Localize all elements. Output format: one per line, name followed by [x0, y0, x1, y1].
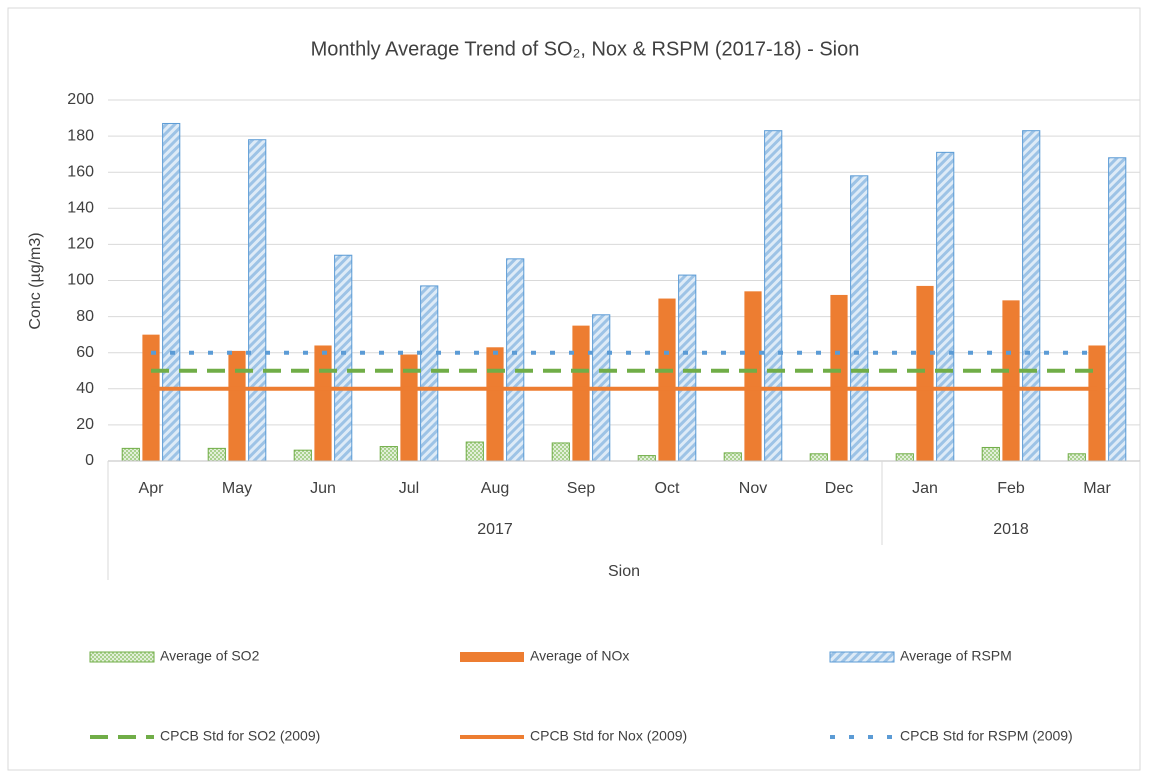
legend-label: Average of RSPM	[900, 648, 1012, 664]
bar	[207, 447, 226, 462]
x-tick-label: Dec	[825, 480, 853, 497]
bar	[248, 139, 267, 462]
y-tick-label: 180	[67, 127, 94, 144]
y-tick-label: 60	[76, 344, 94, 361]
legend-swatch	[460, 652, 524, 662]
x-group-label: 2018	[993, 521, 1029, 538]
x-tick-label: Apr	[139, 480, 165, 497]
bar	[981, 446, 1000, 462]
y-tick-label: 120	[67, 236, 94, 253]
y-axis-label: Conc (µg/m3)	[27, 232, 44, 329]
bar	[314, 345, 332, 461]
bar	[1002, 300, 1020, 461]
bar	[1088, 345, 1106, 461]
bar	[637, 455, 656, 462]
bar	[1108, 157, 1127, 462]
x-tick-label: Sep	[567, 480, 596, 497]
bar	[162, 122, 181, 462]
y-tick-label: 40	[76, 380, 94, 397]
x-tick-label: Nov	[739, 480, 767, 497]
x-outer-label: Sion	[608, 563, 640, 580]
bar	[830, 294, 848, 461]
legend-swatch	[829, 651, 895, 663]
y-tick-label: 140	[67, 200, 94, 217]
bar	[379, 446, 398, 462]
bar	[334, 254, 353, 462]
bar	[723, 452, 742, 462]
bar	[465, 441, 484, 462]
y-tick-label: 80	[76, 308, 94, 325]
chart-title: Monthly Average Trend of SO₂, Nox & RSPM…	[311, 38, 860, 60]
legend-label: CPCB Std for RSPM (2009)	[900, 728, 1073, 744]
x-tick-label: Jul	[399, 480, 419, 497]
x-tick-label: Mar	[1083, 480, 1111, 497]
legend-swatch	[89, 651, 155, 663]
bar	[764, 130, 783, 462]
x-tick-label: Feb	[997, 480, 1025, 497]
x-tick-label: Jun	[310, 480, 336, 497]
bar	[678, 274, 697, 462]
bar	[228, 350, 246, 461]
bar	[1022, 130, 1041, 462]
bar	[916, 285, 934, 461]
bar	[850, 175, 869, 462]
bar	[936, 151, 955, 462]
bar	[486, 347, 504, 461]
y-tick-label: 0	[85, 452, 94, 469]
bar	[744, 291, 762, 461]
bar	[121, 447, 140, 462]
bar	[1067, 453, 1086, 462]
bar	[400, 354, 418, 461]
bar	[420, 285, 439, 462]
x-tick-label: May	[222, 480, 252, 497]
legend-label: CPCB Std for Nox (2009)	[530, 728, 687, 744]
legend-label: CPCB Std for SO2 (2009)	[160, 728, 320, 744]
y-tick-label: 100	[67, 272, 94, 289]
legend-label: Average of NOx	[530, 648, 629, 664]
x-tick-label: Jan	[912, 480, 938, 497]
bar	[293, 449, 312, 462]
x-tick-label: Aug	[481, 480, 509, 497]
bar	[809, 453, 828, 462]
x-tick-label: Oct	[655, 480, 680, 497]
y-tick-label: 160	[67, 163, 94, 180]
x-group-label: 2017	[477, 521, 513, 538]
bar	[572, 325, 590, 461]
bar	[551, 442, 570, 462]
bar	[658, 298, 676, 461]
y-tick-label: 200	[67, 91, 94, 108]
y-tick-label: 20	[76, 416, 94, 433]
bar	[506, 258, 525, 462]
bar	[895, 453, 914, 462]
legend-label: Average of SO2	[160, 648, 260, 664]
bar	[142, 334, 160, 461]
